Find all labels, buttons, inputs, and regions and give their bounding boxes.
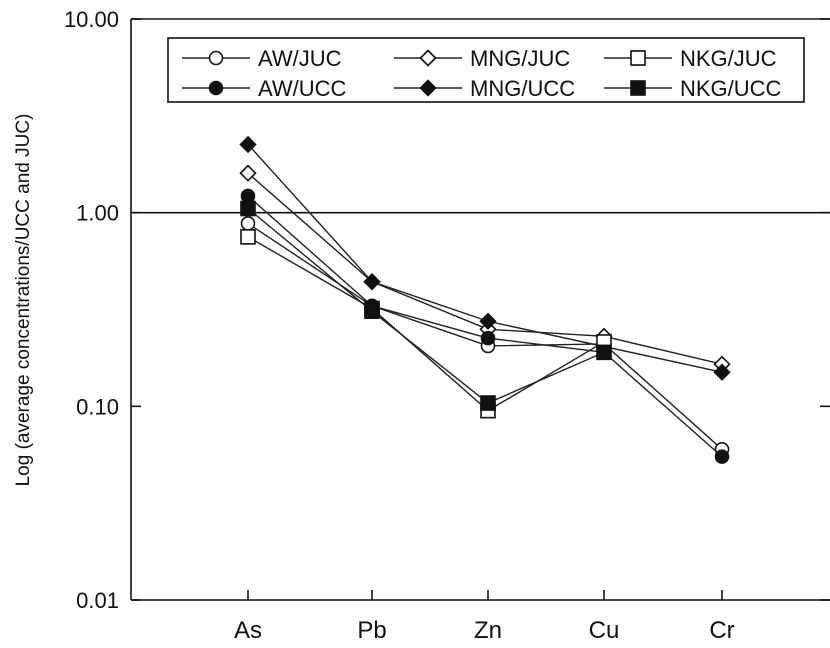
legend-label: AW/UCC [258, 76, 347, 101]
data-point-nkg-ucc [596, 344, 612, 361]
y-tick-label: 0.10 [76, 394, 119, 419]
x-tick-label: Cr [709, 617, 734, 643]
x-tick-label: Pb [357, 617, 386, 643]
x-tick-label: As [234, 617, 262, 643]
series-line-nkg-juc [247, 236, 605, 412]
y-tick-label: 1.00 [76, 201, 119, 226]
y-axis-label: Log (average concentrations/UCC and JUC) [13, 114, 34, 487]
data-point-aw-ucc [480, 330, 496, 346]
legend-entry-nkg-juc: NKG/JUC [604, 46, 777, 71]
data-point-nkg-juc [240, 229, 256, 245]
legend-label: MNG/UCC [470, 76, 575, 101]
data-point-aw-juc [240, 216, 256, 231]
x-tick-label: Zn [474, 617, 502, 643]
legend-marker-nkg-ucc [630, 80, 646, 96]
data-point-aw-ucc [714, 449, 730, 464]
data-point-aw-ucc [240, 188, 256, 204]
legend-marker-nkg-juc [630, 50, 646, 66]
y-tick-label: 10.00 [64, 7, 119, 32]
legend-entry-mng-ucc: MNG/UCC [394, 76, 575, 101]
data-point-mng-ucc [713, 363, 731, 381]
series-line-nkg-ucc [247, 208, 605, 404]
x-tick-label: Cu [589, 617, 620, 643]
legend-label: MNG/JUC [470, 46, 570, 71]
legend-label: NKG/UCC [680, 76, 782, 101]
legend-label: AW/JUC [258, 46, 342, 71]
series-nkg-juc [240, 229, 612, 419]
data-point-mng-ucc [479, 312, 497, 330]
data-point-mng-ucc [363, 273, 381, 291]
data-point-nkg-ucc [240, 200, 256, 217]
legend-entry-mng-juc: MNG/JUC [394, 46, 570, 71]
series-layer [239, 135, 731, 464]
legend-marker-mng-ucc [419, 79, 437, 97]
y-tick-label: 0.01 [76, 588, 119, 613]
legend-label: NKG/JUC [680, 46, 777, 71]
legend: AW/JUC MNG/JUC NKG/JUC AW/UCC MNG/UCC NKG/UCC [167, 37, 805, 103]
legend-entry-aw-ucc: AW/UCC [182, 76, 347, 101]
data-point-nkg-ucc [364, 303, 380, 319]
data-point-mng-juc [239, 164, 257, 182]
legend-entry-aw-juc: AW/JUC [182, 46, 342, 71]
data-point-mng-ucc [239, 135, 257, 154]
legend-marker-mng-juc [419, 49, 437, 67]
legend-entry-nkg-ucc: NKG/UCC [604, 76, 782, 101]
legend-marker-aw-ucc [208, 80, 224, 96]
data-point-nkg-ucc [480, 395, 496, 411]
legend-box [167, 37, 805, 103]
legend-marker-aw-juc [208, 50, 224, 66]
series-nkg-ucc [240, 200, 612, 411]
